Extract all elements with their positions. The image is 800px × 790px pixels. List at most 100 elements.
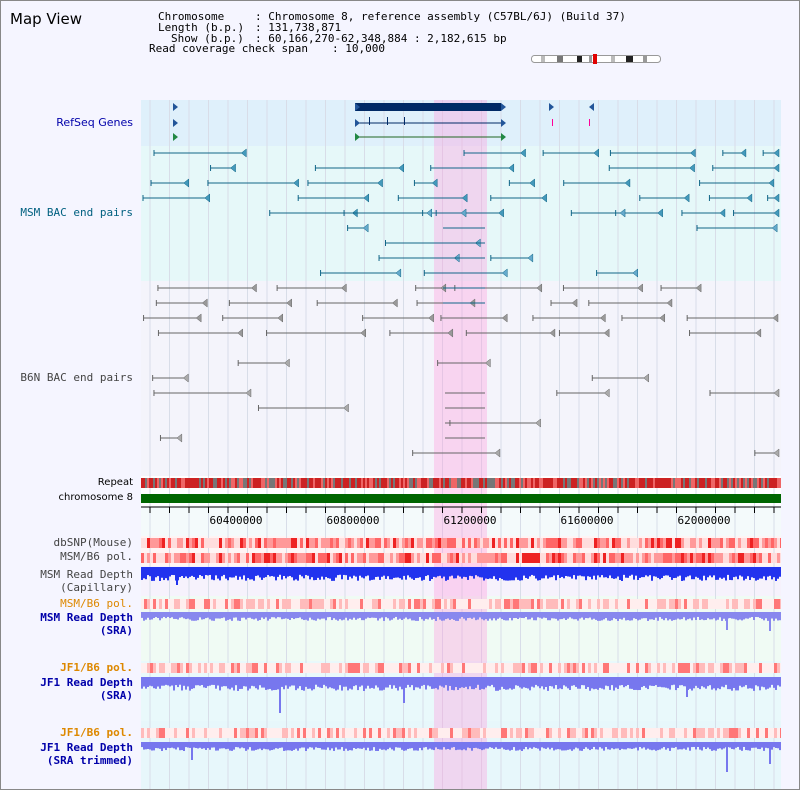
heat-cell (450, 553, 453, 563)
heat-cell (360, 599, 363, 609)
depth-bar (637, 677, 639, 691)
depth-bar (765, 567, 767, 581)
track-label-b6n-bac[interactable]: B6N BAC end pairs (20, 371, 133, 384)
track-label-chromosome[interactable]: chromosome 8 (58, 492, 133, 503)
track-label-msm-bac[interactable]: MSM BAC end pairs (20, 206, 133, 219)
heat-cell (552, 728, 555, 738)
heat-cell (612, 599, 615, 609)
depth-bar (225, 612, 227, 621)
depth-bar (157, 742, 159, 749)
heat-cell (174, 663, 177, 673)
heat-cell (450, 728, 453, 738)
depth-bar (761, 612, 763, 619)
depth-bar (183, 612, 185, 619)
depth-bar (549, 567, 551, 578)
track-label-msm-depth-cap-1[interactable]: MSM Read Depth (40, 568, 133, 581)
heat-cell (615, 663, 618, 673)
heat-cell (567, 663, 570, 673)
track-label-jf1-depth-trim-2[interactable]: (SRA trimmed) (46, 754, 133, 767)
repeat-mark (335, 478, 337, 488)
track-label-jf1-depth-sra-2[interactable]: (SRA) (99, 689, 133, 702)
depth-bar (509, 742, 511, 751)
depth-bar (641, 612, 643, 619)
heat-cell (354, 599, 357, 609)
heat-cell (360, 728, 363, 738)
depth-bar (625, 567, 627, 578)
track-label-refseq[interactable]: RefSeq Genes (56, 116, 133, 129)
depth-bar (627, 677, 629, 685)
track-label-jf1-depth-sra-1[interactable]: JF1 Read Depth (40, 676, 133, 689)
track-label-repeat[interactable]: Repeat (97, 477, 133, 488)
depth-bar (163, 612, 165, 617)
depth-bar (485, 612, 487, 620)
heat-cell (615, 538, 618, 548)
depth-bar (591, 612, 593, 620)
genome-tracks-plot[interactable]: 60400000 60800000 61200000 61600000 62000000 (141, 100, 781, 789)
exon-mark (387, 117, 388, 125)
heat-cell (762, 599, 765, 609)
depth-bar (273, 677, 275, 691)
repeat-mark (315, 478, 317, 488)
depth-bar (249, 567, 251, 580)
repeat-mark (695, 478, 697, 488)
depth-bar (475, 567, 477, 576)
heat-cell (759, 663, 762, 673)
heat-cell (498, 538, 501, 548)
repeat-mark (757, 478, 759, 488)
track-label-msm-b6-pol-1[interactable]: MSM/B6 pol. (60, 550, 133, 563)
heat-cell (357, 663, 360, 673)
depth-bar (687, 742, 689, 748)
heat-cell (675, 599, 678, 609)
heat-cell (321, 663, 324, 673)
track-label-dbsnp[interactable]: dbSNP(Mouse) (53, 536, 133, 549)
repeat-mark (689, 478, 691, 488)
track-label-jf1-depth-trim-1[interactable]: JF1 Read Depth (40, 741, 133, 754)
depth-bar (747, 567, 749, 577)
repeat-mark (555, 478, 557, 488)
heat-cell (417, 728, 420, 738)
heat-cell (612, 553, 615, 563)
selection-highlight[interactable] (434, 100, 487, 789)
heat-cell (603, 663, 606, 673)
track-label-msm-b6-pol-2[interactable]: MSM/B6 pol. (60, 597, 133, 610)
depth-bar (367, 612, 369, 618)
depth-bar (411, 677, 413, 686)
depth-bar (329, 742, 331, 751)
track-label-jf1-b6-pol-1[interactable]: JF1/B6 pol. (60, 661, 133, 674)
track-label-jf1-b6-pol-2[interactable]: JF1/B6 pol. (60, 726, 133, 739)
track-label-msm-depth-cap-2[interactable]: (Capillary) (60, 581, 133, 594)
heat-cell (216, 553, 219, 563)
chromosome-ideogram[interactable] (531, 54, 661, 64)
depth-bar (539, 742, 541, 751)
depth-bar (613, 742, 615, 750)
heat-cell (159, 599, 162, 609)
depth-bar (197, 612, 199, 621)
heat-cell (660, 728, 663, 738)
heat-cell (393, 599, 396, 609)
heat-cell (141, 553, 144, 563)
heat-cell (189, 663, 192, 673)
depth-bar (561, 742, 563, 751)
depth-bar (593, 677, 595, 690)
repeat-mark (481, 478, 483, 488)
depth-bar (223, 677, 225, 687)
show-label: Show (b.p.) (171, 32, 244, 45)
depth-bar (445, 677, 447, 686)
track-label-msm-depth-sra-1[interactable]: MSM Read Depth (40, 611, 133, 624)
depth-bar (737, 612, 739, 621)
depth-bar (495, 677, 497, 691)
depth-bar (313, 677, 315, 690)
heat-cell (576, 728, 579, 738)
depth-bar (773, 567, 775, 578)
depth-bar (425, 742, 427, 748)
depth-bar (773, 677, 775, 688)
depth-bar (467, 742, 469, 748)
depth-bar (535, 742, 537, 748)
heat-cell (612, 728, 615, 738)
depth-bar (393, 567, 395, 578)
depth-bar (307, 742, 309, 749)
heat-cell (558, 538, 561, 548)
heat-cell (240, 538, 243, 548)
depth-bar (711, 612, 713, 620)
track-label-msm-depth-sra-2[interactable]: (SRA) (99, 624, 133, 637)
